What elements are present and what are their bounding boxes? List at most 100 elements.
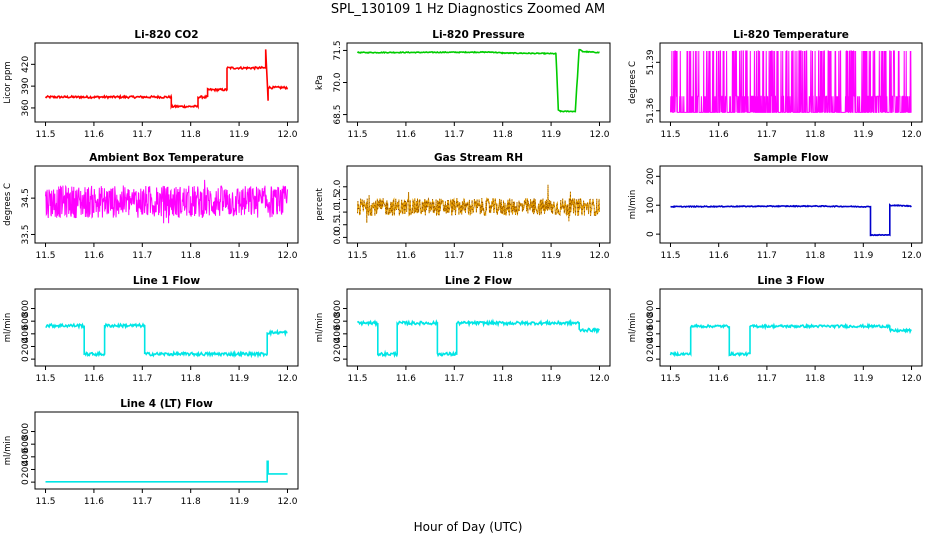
plot-frame: [346, 288, 611, 367]
y-axis-label: ml/min: [628, 190, 638, 220]
x-tick-label: 11.5: [660, 374, 680, 384]
x-tick-label: 11.9: [541, 251, 561, 261]
x-tick-label: 12.0: [901, 374, 921, 384]
y-axis-label: Licor ppm: [3, 61, 13, 103]
x-tick-label: 11.5: [347, 374, 367, 384]
series-line: [670, 50, 912, 113]
x-tick-label: 11.6: [84, 374, 104, 384]
x-tick-label: 12.0: [277, 374, 297, 384]
y-axis-label: ml/min: [3, 313, 13, 343]
x-tick-label: 11.5: [347, 130, 367, 140]
y-tick-label: 51.36: [646, 98, 656, 124]
series-line: [44, 49, 289, 110]
y-tick-label: 420: [21, 55, 31, 72]
panel-9: Line 3 Flow 11.5 11.6 11.7 11.8 11.9 12.0 02004…: [628, 275, 923, 384]
x-tick-label: 12.0: [901, 130, 921, 140]
panel-title: Line 2 Flow: [445, 275, 512, 287]
y-tick-label: 0: [21, 479, 31, 485]
series-line: [45, 460, 288, 483]
panel-title: Li-820 CO2: [134, 29, 198, 41]
x-tick-label: 11.9: [853, 374, 873, 384]
panel-title: Li-820 Pressure: [432, 29, 525, 41]
x-tick-label: 11.9: [853, 251, 873, 261]
x-tick-label: 12.0: [589, 130, 609, 140]
y-tick-label: 800: [333, 300, 343, 317]
y-tick-label: 400: [333, 325, 343, 342]
series-line: [669, 322, 912, 358]
plot-frame: [346, 42, 611, 123]
y-tick-label: 200: [21, 461, 31, 478]
x-tick-label: 11.5: [660, 251, 680, 261]
x-tick-label: 11.5: [35, 251, 55, 261]
y-tick-label: 600: [333, 312, 343, 329]
x-tick-label: 12.0: [901, 251, 921, 261]
x-tick-label: 11.8: [181, 130, 201, 140]
x-tick-label: 11.7: [444, 130, 464, 140]
x-tick-label: 11.6: [709, 374, 729, 384]
x-tick-label: 11.5: [660, 130, 680, 140]
x-tick-label: 11.6: [84, 130, 104, 140]
y-tick-label: 1.0: [333, 205, 343, 220]
y-tick-label: 390: [21, 77, 31, 94]
plot-frame: [34, 288, 299, 367]
x-tick-label: 12.0: [589, 374, 609, 384]
y-tick-label: 200: [646, 167, 656, 184]
x-tick-label: 11.8: [493, 130, 513, 140]
x-tick-label: 11.7: [132, 374, 152, 384]
panel-6: Sample Flow 11.5 11.6 11.7 11.8 11.9 12.0 0 100 2…: [628, 152, 923, 261]
y-axis-label: kPa: [315, 75, 325, 90]
panel-title: Line 1 Flow: [133, 275, 200, 287]
y-axis-label: degrees C: [628, 61, 638, 104]
x-tick-label: 11.6: [709, 251, 729, 261]
x-tick-label: 11.9: [229, 130, 249, 140]
series-line: [45, 179, 288, 224]
x-tick-label: 11.8: [805, 251, 825, 261]
x-tick-label: 11.6: [396, 374, 416, 384]
y-tick-label: 100: [646, 196, 656, 213]
x-tick-label: 12.0: [277, 130, 297, 140]
y-tick-label: 71.5: [333, 40, 343, 60]
x-tick-label: 11.9: [541, 130, 561, 140]
plot-frame: [34, 411, 299, 490]
x-tick-label: 11.8: [181, 374, 201, 384]
y-tick-label: 360: [21, 99, 31, 116]
x-tick-label: 11.9: [229, 374, 249, 384]
series-line: [45, 322, 288, 359]
y-axis-label: ml/min: [3, 436, 13, 466]
series-line: [356, 48, 600, 113]
y-tick-label: 0.0: [333, 230, 343, 245]
y-tick-label: 0: [333, 356, 343, 362]
x-tick-label: 11.7: [132, 497, 152, 507]
x-tick-label: 11.8: [493, 251, 513, 261]
x-tick-label: 11.6: [709, 130, 729, 140]
y-tick-label: 800: [21, 423, 31, 440]
panel-3: Li-820 Temperature 11.5 11.6 11.7 11.8 11.9 12…: [628, 29, 923, 140]
x-tick-label: 11.9: [229, 251, 249, 261]
y-axis-label: ml/min: [315, 313, 325, 343]
y-tick-label: 800: [646, 300, 656, 317]
x-tick-label: 11.9: [229, 497, 249, 507]
plot-frame: [34, 165, 299, 244]
plot-frame: [346, 165, 611, 244]
panel-grid: Li-820 CO2 11.5 11.6 11.7 11.8 11.9 12.0 360 390…: [3, 29, 923, 507]
plot-frame: [659, 165, 923, 244]
y-tick-label: 33.5: [21, 224, 31, 244]
y-tick-label: 0: [21, 356, 31, 362]
y-tick-label: 200: [333, 338, 343, 355]
x-tick-label: 11.7: [444, 374, 464, 384]
y-tick-label: 600: [646, 312, 656, 329]
x-tick-label: 11.6: [396, 251, 416, 261]
x-tick-label: 11.9: [853, 130, 873, 140]
plot-frame: [659, 42, 923, 123]
x-tick-label: 11.6: [396, 130, 416, 140]
plot-frame: [34, 42, 299, 123]
panel-10: Line 4 (LT) Flow 11.5 11.6 11.7 11.8 11.9 12.0…: [3, 398, 299, 507]
x-tick-label: 11.7: [132, 251, 152, 261]
x-tick-label: 11.5: [35, 497, 55, 507]
x-tick-label: 11.7: [444, 251, 464, 261]
y-tick-label: 34.5: [21, 188, 31, 208]
series-line: [357, 184, 600, 223]
x-tick-label: 11.9: [541, 374, 561, 384]
page-title: SPL_130109 1 Hz Diagnostics Zoomed AM: [331, 2, 605, 17]
x-tick-label: 11.7: [757, 130, 777, 140]
